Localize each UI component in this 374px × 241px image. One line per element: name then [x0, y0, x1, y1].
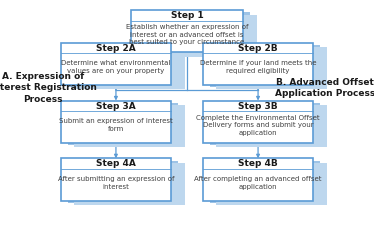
Text: B. Advanced Offset
Application Process: B. Advanced Offset Application Process: [275, 78, 374, 98]
FancyBboxPatch shape: [74, 163, 184, 205]
Text: A. Expression of
Interest Registration
Process: A. Expression of Interest Registration P…: [0, 72, 96, 104]
FancyBboxPatch shape: [209, 45, 320, 87]
FancyBboxPatch shape: [61, 159, 171, 201]
Text: Step 3B: Step 3B: [238, 102, 278, 111]
FancyBboxPatch shape: [209, 103, 320, 145]
FancyBboxPatch shape: [131, 10, 243, 53]
FancyBboxPatch shape: [67, 161, 178, 203]
Text: Determine if your land meets the
required eligibility: Determine if your land meets the require…: [200, 60, 316, 74]
FancyBboxPatch shape: [216, 47, 327, 89]
Text: After submitting an expression of
interest: After submitting an expression of intere…: [58, 176, 174, 190]
FancyBboxPatch shape: [203, 159, 313, 201]
Text: Step 4B: Step 4B: [238, 160, 278, 168]
Text: Establish whether an expression of
interest or an advanced offset is
best suited: Establish whether an expression of inter…: [126, 24, 248, 45]
Text: Complete the Environmental Offset
Delivery forms and submit your
application: Complete the Environmental Offset Delive…: [196, 114, 320, 136]
Text: Determine what environmental
values are on your property: Determine what environmental values are …: [61, 60, 171, 74]
FancyBboxPatch shape: [61, 43, 171, 85]
FancyBboxPatch shape: [61, 101, 171, 143]
FancyBboxPatch shape: [203, 101, 313, 143]
FancyBboxPatch shape: [209, 161, 320, 203]
FancyBboxPatch shape: [74, 105, 184, 147]
Text: Submit an expression of interest
form: Submit an expression of interest form: [59, 118, 173, 132]
Text: Step 4A: Step 4A: [96, 160, 136, 168]
FancyBboxPatch shape: [216, 105, 327, 147]
Text: Step 2B: Step 2B: [238, 44, 278, 53]
Text: After completing an advanced offset
application: After completing an advanced offset appl…: [194, 176, 322, 190]
FancyBboxPatch shape: [203, 43, 313, 85]
Text: Step 3A: Step 3A: [96, 102, 136, 111]
Text: Step 2A: Step 2A: [96, 44, 136, 53]
FancyBboxPatch shape: [216, 163, 327, 205]
FancyBboxPatch shape: [67, 103, 178, 145]
FancyBboxPatch shape: [74, 47, 184, 89]
FancyBboxPatch shape: [138, 13, 250, 55]
Text: Step 1: Step 1: [171, 11, 203, 20]
FancyBboxPatch shape: [144, 14, 257, 57]
FancyBboxPatch shape: [67, 45, 178, 87]
